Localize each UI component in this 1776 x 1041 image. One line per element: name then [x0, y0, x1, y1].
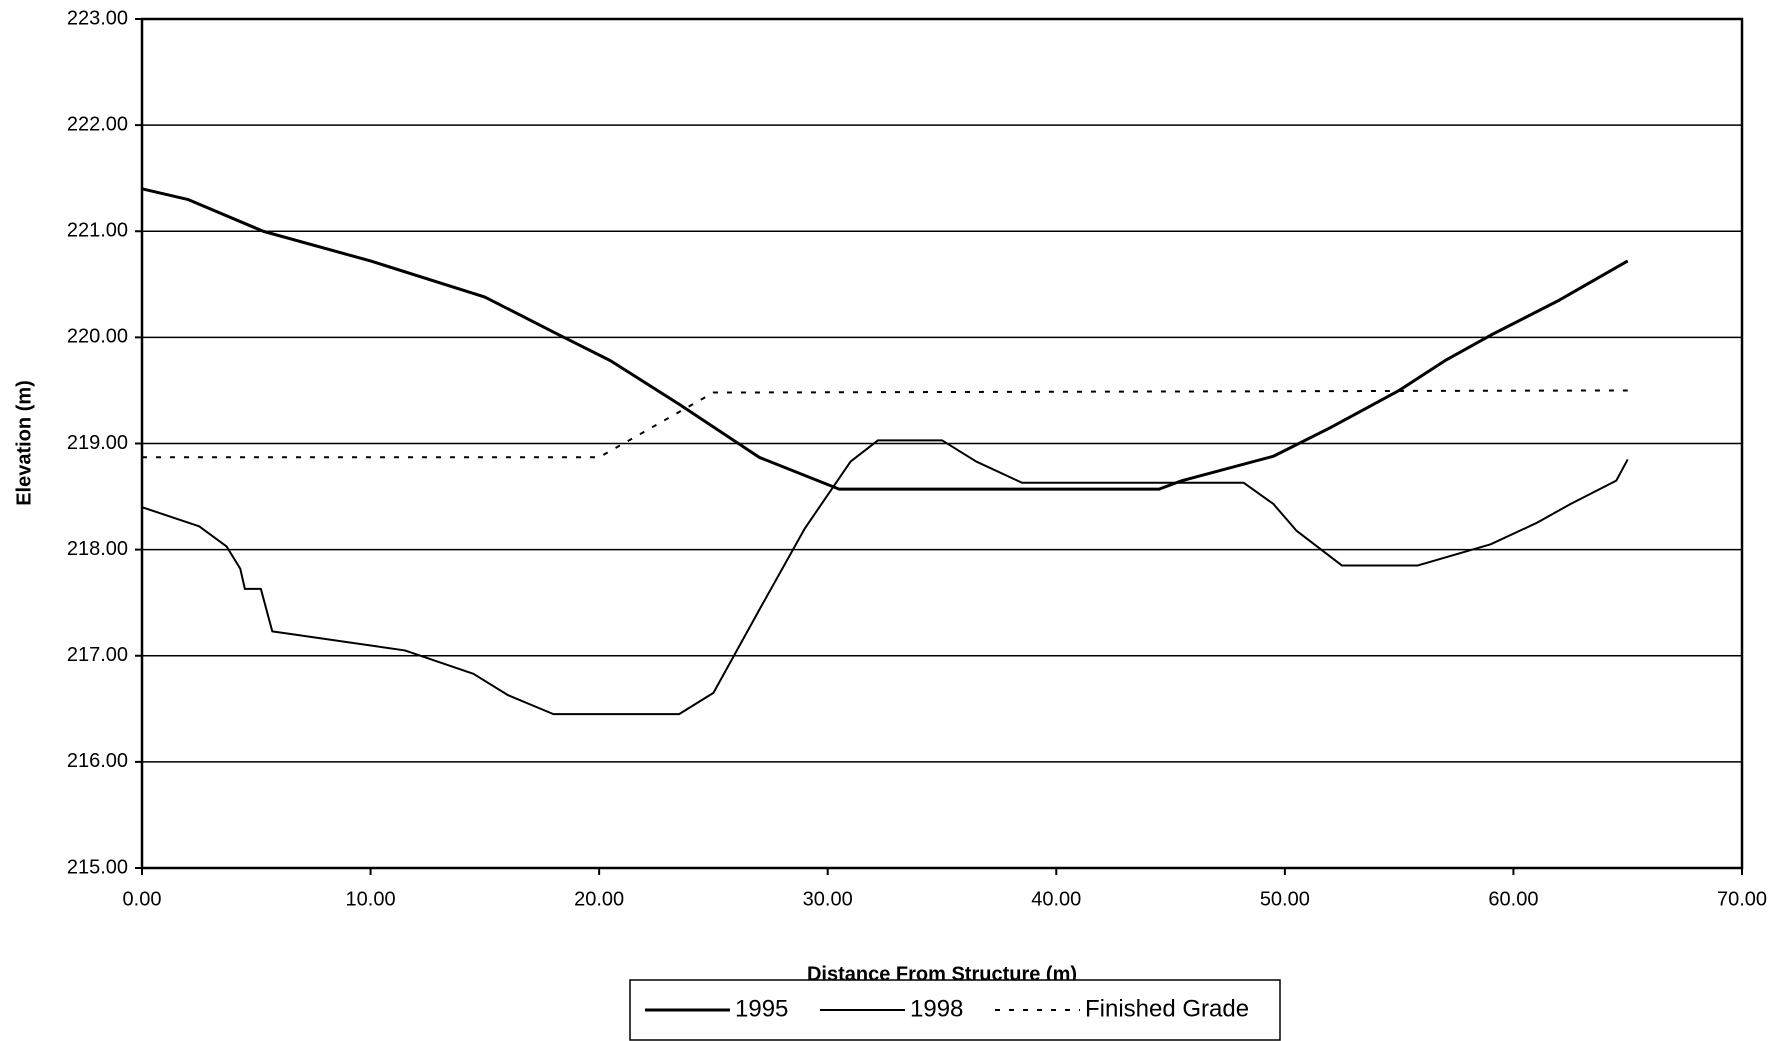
- x-tick-label: 40.00: [1031, 888, 1081, 910]
- y-tick-label: 215.00: [67, 856, 128, 878]
- y-axis-label: Elevation (m): [13, 380, 35, 506]
- y-tick-label: 218.00: [67, 538, 128, 560]
- x-tick-label: 20.00: [574, 888, 624, 910]
- y-tick-label: 217.00: [67, 644, 128, 666]
- y-tick-label: 219.00: [67, 432, 128, 454]
- y-tick-label: 221.00: [67, 220, 128, 242]
- x-tick-label: 60.00: [1488, 888, 1538, 910]
- series-line: [142, 389, 1628, 459]
- x-tick-label: 0.00: [123, 888, 162, 910]
- x-tick-label: 30.00: [803, 888, 853, 910]
- legend-label: 1998: [910, 995, 963, 1022]
- y-tick-label: 222.00: [67, 113, 128, 135]
- x-tick-label: 10.00: [346, 888, 396, 910]
- plot-frame: [140, 17, 1744, 870]
- x-tick-label: 50.00: [1260, 888, 1310, 910]
- legend-label: 1995: [735, 995, 788, 1022]
- series-line: [141, 187, 1629, 491]
- y-tick-label: 220.00: [67, 326, 128, 348]
- y-tick-label: 216.00: [67, 750, 128, 772]
- series-line: [141, 439, 1629, 716]
- y-tick-label: 223.00: [67, 7, 128, 29]
- x-tick-label: 70.00: [1717, 888, 1767, 910]
- legend-box: [629, 979, 1281, 1041]
- legend-label: Finished Grade: [1085, 995, 1249, 1022]
